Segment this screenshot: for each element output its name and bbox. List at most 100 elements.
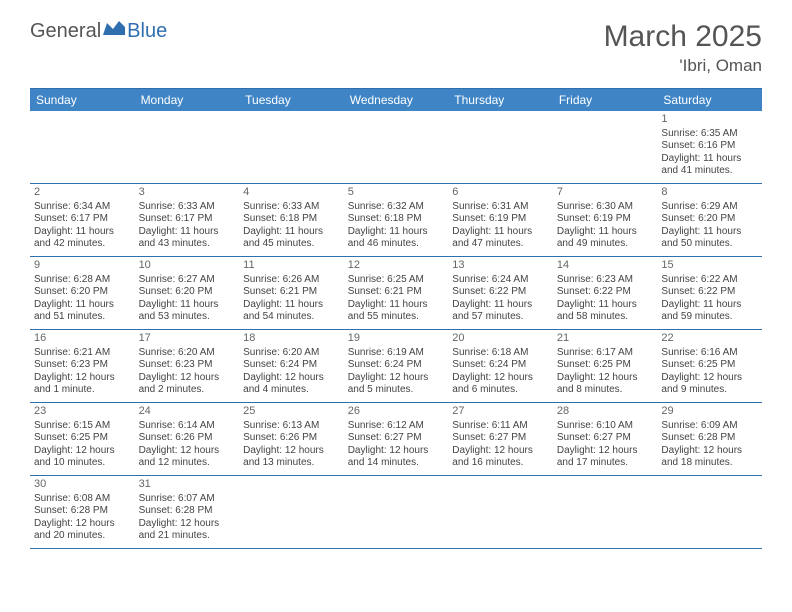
calendar: Sunday Monday Tuesday Wednesday Thursday… bbox=[30, 88, 762, 549]
day-number: 15 bbox=[661, 259, 758, 273]
calendar-day: 3Sunrise: 6:33 AMSunset: 6:17 PMDaylight… bbox=[135, 184, 240, 256]
calendar-day: 30Sunrise: 6:08 AMSunset: 6:28 PMDayligh… bbox=[30, 476, 135, 548]
day-number: 9 bbox=[34, 259, 131, 273]
sunrise-text: Sunrise: 6:27 AM bbox=[139, 274, 236, 287]
sunset-text: Sunset: 6:28 PM bbox=[34, 505, 131, 518]
daylight-text: Daylight: 11 hours and 41 minutes. bbox=[661, 153, 758, 178]
day-number: 18 bbox=[243, 332, 340, 346]
sunrise-text: Sunrise: 6:33 AM bbox=[243, 201, 340, 214]
day-number: 21 bbox=[557, 332, 654, 346]
day-header-friday: Friday bbox=[553, 89, 658, 111]
sunrise-text: Sunrise: 6:14 AM bbox=[139, 420, 236, 433]
day-number: 28 bbox=[557, 405, 654, 419]
sunrise-text: Sunrise: 6:31 AM bbox=[452, 201, 549, 214]
calendar-week: 23Sunrise: 6:15 AMSunset: 6:25 PMDayligh… bbox=[30, 403, 762, 476]
day-number: 3 bbox=[139, 186, 236, 200]
daylight-text: Daylight: 11 hours and 47 minutes. bbox=[452, 226, 549, 251]
daylight-text: Daylight: 12 hours and 12 minutes. bbox=[139, 445, 236, 470]
calendar-day: 7Sunrise: 6:30 AMSunset: 6:19 PMDaylight… bbox=[553, 184, 658, 256]
sunrise-text: Sunrise: 6:33 AM bbox=[139, 201, 236, 214]
day-number: 13 bbox=[452, 259, 549, 273]
daylight-text: Daylight: 11 hours and 59 minutes. bbox=[661, 299, 758, 324]
day-header-saturday: Saturday bbox=[657, 89, 762, 111]
calendar-day: 2Sunrise: 6:34 AMSunset: 6:17 PMDaylight… bbox=[30, 184, 135, 256]
daylight-text: Daylight: 12 hours and 6 minutes. bbox=[452, 372, 549, 397]
sunset-text: Sunset: 6:20 PM bbox=[34, 286, 131, 299]
sunrise-text: Sunrise: 6:35 AM bbox=[661, 128, 758, 141]
day-header-tuesday: Tuesday bbox=[239, 89, 344, 111]
day-number: 7 bbox=[557, 186, 654, 200]
sunrise-text: Sunrise: 6:07 AM bbox=[139, 493, 236, 506]
calendar-day: 10Sunrise: 6:27 AMSunset: 6:20 PMDayligh… bbox=[135, 257, 240, 329]
calendar-day: 1Sunrise: 6:35 AMSunset: 6:16 PMDaylight… bbox=[657, 111, 762, 183]
flag-icon bbox=[103, 21, 125, 42]
daylight-text: Daylight: 12 hours and 20 minutes. bbox=[34, 518, 131, 543]
day-number: 19 bbox=[348, 332, 445, 346]
sunset-text: Sunset: 6:20 PM bbox=[139, 286, 236, 299]
sunrise-text: Sunrise: 6:10 AM bbox=[557, 420, 654, 433]
sunset-text: Sunset: 6:18 PM bbox=[348, 213, 445, 226]
sunrise-text: Sunrise: 6:09 AM bbox=[661, 420, 758, 433]
sunset-text: Sunset: 6:17 PM bbox=[34, 213, 131, 226]
daylight-text: Daylight: 12 hours and 13 minutes. bbox=[243, 445, 340, 470]
calendar-day-empty bbox=[239, 111, 344, 183]
sunrise-text: Sunrise: 6:15 AM bbox=[34, 420, 131, 433]
day-number: 29 bbox=[661, 405, 758, 419]
daylight-text: Daylight: 12 hours and 17 minutes. bbox=[557, 445, 654, 470]
header-row: General Blue March 2025 'Ibri, Oman bbox=[0, 0, 792, 80]
sunset-text: Sunset: 6:25 PM bbox=[34, 432, 131, 445]
day-number: 27 bbox=[452, 405, 549, 419]
sunset-text: Sunset: 6:19 PM bbox=[557, 213, 654, 226]
sunset-text: Sunset: 6:17 PM bbox=[139, 213, 236, 226]
sunset-text: Sunset: 6:26 PM bbox=[243, 432, 340, 445]
title-block: March 2025 'Ibri, Oman bbox=[604, 20, 762, 76]
daylight-text: Daylight: 12 hours and 9 minutes. bbox=[661, 372, 758, 397]
location-label: 'Ibri, Oman bbox=[604, 56, 762, 76]
day-number: 6 bbox=[452, 186, 549, 200]
sunset-text: Sunset: 6:22 PM bbox=[452, 286, 549, 299]
calendar-day: 5Sunrise: 6:32 AMSunset: 6:18 PMDaylight… bbox=[344, 184, 449, 256]
day-number: 22 bbox=[661, 332, 758, 346]
day-header-wednesday: Wednesday bbox=[344, 89, 449, 111]
day-number: 4 bbox=[243, 186, 340, 200]
calendar-day-empty bbox=[448, 111, 553, 183]
calendar-day: 29Sunrise: 6:09 AMSunset: 6:28 PMDayligh… bbox=[657, 403, 762, 475]
day-number: 12 bbox=[348, 259, 445, 273]
weeks-container: 1Sunrise: 6:35 AMSunset: 6:16 PMDaylight… bbox=[30, 111, 762, 549]
calendar-day: 17Sunrise: 6:20 AMSunset: 6:23 PMDayligh… bbox=[135, 330, 240, 402]
calendar-day-empty bbox=[239, 476, 344, 548]
logo-text-blue: Blue bbox=[127, 20, 167, 43]
day-number: 14 bbox=[557, 259, 654, 273]
sunset-text: Sunset: 6:20 PM bbox=[661, 213, 758, 226]
calendar-day: 28Sunrise: 6:10 AMSunset: 6:27 PMDayligh… bbox=[553, 403, 658, 475]
calendar-day: 21Sunrise: 6:17 AMSunset: 6:25 PMDayligh… bbox=[553, 330, 658, 402]
sunset-text: Sunset: 6:21 PM bbox=[348, 286, 445, 299]
daylight-text: Daylight: 11 hours and 46 minutes. bbox=[348, 226, 445, 251]
calendar-day: 19Sunrise: 6:19 AMSunset: 6:24 PMDayligh… bbox=[344, 330, 449, 402]
calendar-week: 2Sunrise: 6:34 AMSunset: 6:17 PMDaylight… bbox=[30, 184, 762, 257]
sunrise-text: Sunrise: 6:28 AM bbox=[34, 274, 131, 287]
daylight-text: Daylight: 11 hours and 49 minutes. bbox=[557, 226, 654, 251]
calendar-week: 30Sunrise: 6:08 AMSunset: 6:28 PMDayligh… bbox=[30, 476, 762, 549]
calendar-day: 9Sunrise: 6:28 AMSunset: 6:20 PMDaylight… bbox=[30, 257, 135, 329]
day-number: 26 bbox=[348, 405, 445, 419]
daylight-text: Daylight: 12 hours and 21 minutes. bbox=[139, 518, 236, 543]
calendar-day: 27Sunrise: 6:11 AMSunset: 6:27 PMDayligh… bbox=[448, 403, 553, 475]
daylight-text: Daylight: 12 hours and 18 minutes. bbox=[661, 445, 758, 470]
calendar-day: 24Sunrise: 6:14 AMSunset: 6:26 PMDayligh… bbox=[135, 403, 240, 475]
daylight-text: Daylight: 12 hours and 1 minute. bbox=[34, 372, 131, 397]
sunrise-text: Sunrise: 6:12 AM bbox=[348, 420, 445, 433]
daylight-text: Daylight: 12 hours and 5 minutes. bbox=[348, 372, 445, 397]
sunset-text: Sunset: 6:28 PM bbox=[661, 432, 758, 445]
calendar-week: 16Sunrise: 6:21 AMSunset: 6:23 PMDayligh… bbox=[30, 330, 762, 403]
sunset-text: Sunset: 6:23 PM bbox=[139, 359, 236, 372]
daylight-text: Daylight: 12 hours and 8 minutes. bbox=[557, 372, 654, 397]
calendar-day: 31Sunrise: 6:07 AMSunset: 6:28 PMDayligh… bbox=[135, 476, 240, 548]
calendar-day: 6Sunrise: 6:31 AMSunset: 6:19 PMDaylight… bbox=[448, 184, 553, 256]
sunrise-text: Sunrise: 6:26 AM bbox=[243, 274, 340, 287]
sunrise-text: Sunrise: 6:29 AM bbox=[661, 201, 758, 214]
calendar-week: 1Sunrise: 6:35 AMSunset: 6:16 PMDaylight… bbox=[30, 111, 762, 184]
calendar-day: 15Sunrise: 6:22 AMSunset: 6:22 PMDayligh… bbox=[657, 257, 762, 329]
sunrise-text: Sunrise: 6:23 AM bbox=[557, 274, 654, 287]
day-number: 11 bbox=[243, 259, 340, 273]
